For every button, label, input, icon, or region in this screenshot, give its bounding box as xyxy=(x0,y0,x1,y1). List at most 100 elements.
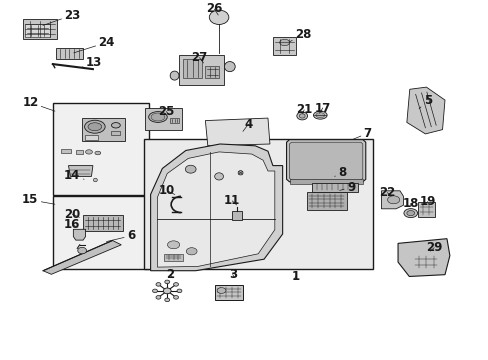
Bar xyxy=(23,19,57,39)
Text: 16: 16 xyxy=(64,219,81,231)
Polygon shape xyxy=(157,152,274,267)
Text: 3: 3 xyxy=(228,268,236,281)
Ellipse shape xyxy=(85,150,92,154)
Text: 27: 27 xyxy=(191,51,207,64)
Ellipse shape xyxy=(177,289,182,293)
Ellipse shape xyxy=(173,283,178,286)
Text: 15: 15 xyxy=(22,193,55,206)
Ellipse shape xyxy=(224,62,235,72)
Bar xyxy=(290,179,362,184)
Polygon shape xyxy=(205,118,269,146)
Text: 9: 9 xyxy=(339,181,354,194)
Ellipse shape xyxy=(151,113,164,121)
Polygon shape xyxy=(397,239,449,276)
Text: 12: 12 xyxy=(22,96,55,111)
Text: 2: 2 xyxy=(166,268,174,281)
Bar xyxy=(145,108,182,130)
Bar xyxy=(205,66,219,78)
Polygon shape xyxy=(43,240,121,274)
Text: 11: 11 xyxy=(224,194,240,207)
Bar xyxy=(417,202,434,217)
Bar xyxy=(61,149,71,153)
Text: 29: 29 xyxy=(425,241,442,254)
Text: 10: 10 xyxy=(159,184,175,197)
Bar xyxy=(272,37,296,55)
Ellipse shape xyxy=(84,120,105,133)
Ellipse shape xyxy=(406,211,414,216)
Text: 25: 25 xyxy=(158,105,174,118)
Text: 4: 4 xyxy=(243,118,252,131)
Bar xyxy=(82,215,122,231)
Ellipse shape xyxy=(403,208,417,217)
Ellipse shape xyxy=(186,248,197,255)
Text: 19: 19 xyxy=(419,195,435,208)
Text: 22: 22 xyxy=(378,186,395,199)
Ellipse shape xyxy=(156,296,161,299)
Ellipse shape xyxy=(170,71,179,80)
Ellipse shape xyxy=(164,298,169,302)
Bar xyxy=(164,254,183,261)
Ellipse shape xyxy=(167,241,180,249)
Polygon shape xyxy=(406,87,444,134)
Text: 24: 24 xyxy=(74,36,115,53)
Ellipse shape xyxy=(279,39,289,46)
Text: 21: 21 xyxy=(295,103,312,116)
Ellipse shape xyxy=(111,122,120,128)
Ellipse shape xyxy=(313,111,326,119)
Bar xyxy=(84,135,98,140)
Polygon shape xyxy=(289,142,362,180)
Text: 20: 20 xyxy=(64,208,81,221)
Ellipse shape xyxy=(148,112,167,122)
Ellipse shape xyxy=(185,165,196,173)
Text: 6: 6 xyxy=(106,229,135,242)
Bar xyxy=(82,118,125,141)
Text: 1: 1 xyxy=(291,270,299,283)
Ellipse shape xyxy=(299,114,305,118)
Polygon shape xyxy=(73,229,85,240)
Bar xyxy=(53,196,149,269)
Text: 18: 18 xyxy=(402,197,418,210)
Ellipse shape xyxy=(156,283,161,286)
Polygon shape xyxy=(68,166,93,176)
Text: 13: 13 xyxy=(82,57,102,69)
Text: 14: 14 xyxy=(64,169,84,182)
Ellipse shape xyxy=(173,296,178,299)
Bar xyxy=(76,150,82,154)
Ellipse shape xyxy=(238,171,243,175)
Bar xyxy=(183,58,202,78)
Ellipse shape xyxy=(164,280,169,284)
Bar xyxy=(56,48,82,59)
Ellipse shape xyxy=(386,196,399,204)
Bar xyxy=(169,118,179,123)
Ellipse shape xyxy=(152,289,157,293)
Text: 7: 7 xyxy=(353,127,371,140)
Polygon shape xyxy=(150,144,282,271)
Text: 17: 17 xyxy=(314,102,330,114)
Text: 8: 8 xyxy=(334,166,346,179)
Polygon shape xyxy=(286,140,365,182)
Text: 28: 28 xyxy=(289,28,311,42)
Bar xyxy=(53,103,149,195)
Bar xyxy=(111,131,120,135)
Bar xyxy=(231,211,241,220)
Ellipse shape xyxy=(78,247,86,254)
Ellipse shape xyxy=(88,123,102,131)
Bar xyxy=(144,139,372,269)
Ellipse shape xyxy=(315,113,324,118)
Bar xyxy=(214,285,243,300)
Ellipse shape xyxy=(95,151,101,155)
Bar xyxy=(25,24,50,37)
Polygon shape xyxy=(381,191,403,209)
Ellipse shape xyxy=(217,288,225,293)
Text: 26: 26 xyxy=(205,3,222,15)
Text: 23: 23 xyxy=(43,9,81,26)
Ellipse shape xyxy=(93,178,97,182)
Ellipse shape xyxy=(214,173,223,180)
Bar xyxy=(179,55,224,85)
Ellipse shape xyxy=(163,288,171,294)
Text: 5: 5 xyxy=(418,94,431,109)
Bar xyxy=(306,192,346,210)
Ellipse shape xyxy=(209,10,228,24)
Bar xyxy=(311,183,357,192)
Ellipse shape xyxy=(296,112,307,120)
